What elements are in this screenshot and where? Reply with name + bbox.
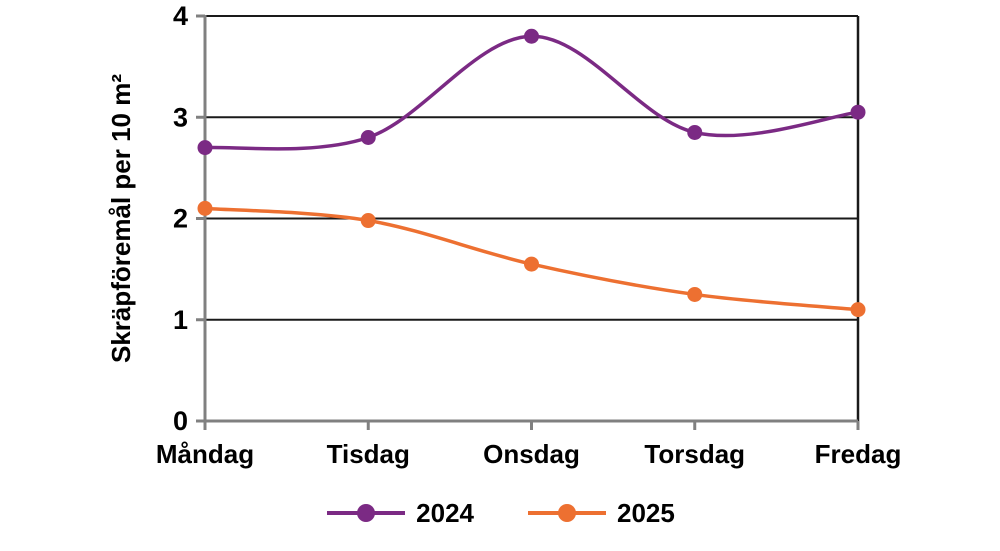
data-point-2025-4 bbox=[850, 302, 866, 318]
data-point-2024-3 bbox=[687, 124, 703, 140]
series-line-2024 bbox=[203, 34, 860, 151]
legend-label-2024: 2024 bbox=[416, 498, 474, 528]
y-tick-label-3: 3 bbox=[173, 102, 188, 132]
data-point-2024-1 bbox=[360, 130, 376, 145]
x-tick-label-2: Onsdag bbox=[483, 439, 580, 469]
legend-label-2025: 2025 bbox=[617, 498, 675, 528]
y-tick-label-0: 0 bbox=[173, 406, 188, 436]
x-tick-label-0: Måndag bbox=[156, 439, 254, 469]
data-point-2025-2 bbox=[524, 256, 539, 272]
data-point-2024-2 bbox=[524, 28, 539, 44]
legend-swatch-2024-icon bbox=[327, 504, 406, 522]
legend-item-2024: 2024 bbox=[325, 500, 474, 526]
x-tick-label-3: Torsdag bbox=[644, 439, 745, 469]
y-axis-title: Skräpföremål per 10 m² bbox=[106, 74, 136, 363]
legend-item-2025: 2025 bbox=[526, 500, 675, 526]
data-point-2025-3 bbox=[687, 286, 703, 302]
y-tick-label-2: 2 bbox=[173, 204, 188, 234]
x-tick-label-1: Tisdag bbox=[327, 439, 410, 469]
data-point-2025-0 bbox=[197, 200, 213, 216]
x-tick-label-4: Fredag bbox=[815, 439, 902, 469]
y-tick-label-1: 1 bbox=[173, 305, 188, 335]
data-point-2024-4 bbox=[850, 104, 866, 120]
data-point-2025-1 bbox=[360, 213, 376, 229]
line-chart-canvas: 0 1 2 3 4 Måndag Tisdag Onsdag Torsdag Fredag Skrä… bbox=[106, 1, 902, 469]
data-point-2024-0 bbox=[197, 140, 213, 156]
chart-legend: 2024 2025 bbox=[0, 500, 1000, 526]
legend-swatch-2025-icon bbox=[528, 504, 606, 522]
y-tick-label-4: 4 bbox=[173, 1, 188, 31]
